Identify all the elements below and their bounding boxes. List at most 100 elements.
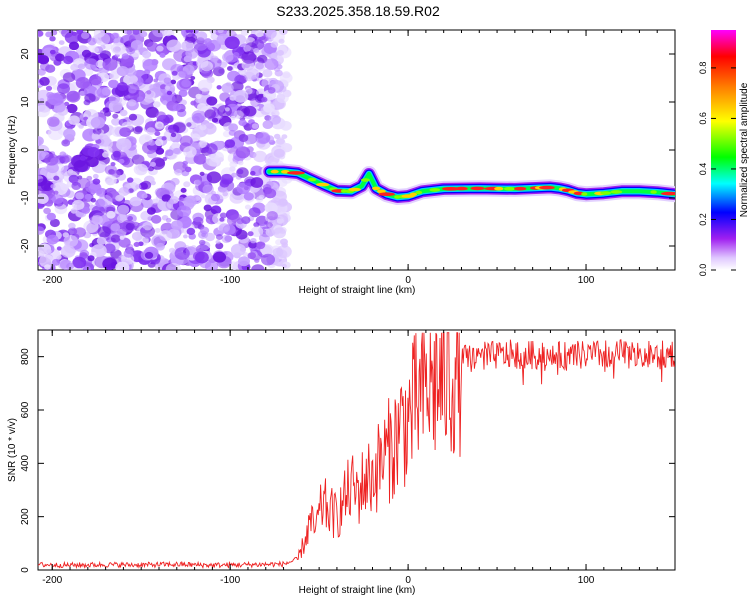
noise-blob — [215, 234, 223, 240]
noise-blob — [170, 79, 177, 85]
ridge-hotspot — [539, 185, 555, 190]
noise-blob — [171, 141, 180, 150]
noise-blob — [191, 30, 199, 34]
noise-blob — [270, 52, 278, 59]
noise-blob — [81, 32, 90, 39]
noise-blob — [239, 71, 246, 76]
noise-blob — [92, 127, 102, 135]
ridge-hotspot — [600, 191, 612, 195]
noise-blob — [59, 151, 67, 157]
noise-blob — [133, 242, 140, 247]
noise-blob — [119, 235, 125, 240]
noise-blob — [142, 50, 152, 59]
colorbar-tick-label: 0.4 — [698, 163, 708, 176]
noise-blob — [206, 171, 222, 184]
spectrogram-noise-field — [38, 30, 293, 270]
noise-blob — [244, 204, 251, 210]
noise-blob — [254, 258, 260, 263]
noise-blob — [228, 123, 239, 132]
noise-blob — [58, 40, 65, 45]
noise-blob — [267, 87, 276, 94]
ridge-hotspot — [415, 190, 423, 195]
snr-xtick-label: -200 — [42, 575, 62, 586]
noise-blob — [167, 228, 180, 239]
noise-blob — [53, 190, 59, 195]
noise-blob — [211, 117, 219, 123]
snr-ytick-label: 400 — [20, 455, 31, 472]
noise-blob — [266, 211, 278, 221]
noise-blob — [87, 37, 97, 46]
noise-blob — [174, 169, 183, 176]
noise-blob — [278, 38, 285, 44]
noise-blob — [84, 193, 93, 200]
noise-blob — [141, 193, 148, 199]
noise-blob — [253, 48, 260, 53]
noise-blob — [216, 85, 222, 90]
ridge-hotspot — [650, 190, 657, 194]
noise-blob — [232, 52, 240, 58]
noise-blob — [217, 105, 232, 118]
noise-blob — [38, 139, 42, 145]
noise-blob — [150, 180, 156, 186]
noise-blob — [128, 188, 134, 193]
noise-blob — [227, 66, 233, 71]
noise-blob — [128, 86, 137, 94]
ridge-hotspot — [316, 182, 330, 187]
noise-blob — [164, 85, 171, 91]
noise-blob — [171, 70, 178, 76]
snr-ytick-label: 200 — [20, 508, 31, 525]
noise-blob — [38, 226, 45, 235]
noise-blob — [210, 193, 221, 202]
ridge-hotspot — [287, 171, 305, 175]
noise-blob — [146, 127, 156, 135]
noise-blob — [145, 106, 159, 118]
noise-blob — [126, 177, 134, 183]
snr-ytick-label: 0 — [20, 567, 31, 573]
spectrogram-ridge — [261, 163, 675, 205]
noise-blob — [102, 151, 110, 158]
noise-blob — [233, 110, 244, 119]
noise-blob — [220, 173, 234, 185]
noise-blob — [111, 117, 121, 126]
colorbar: 0.0 0.2 0.4 0.6 0.8 Normalized spectral ampl… — [698, 30, 750, 276]
noise-blob — [75, 192, 84, 200]
colorbar-tick-label: 0.6 — [698, 112, 708, 125]
noise-blob — [266, 222, 274, 229]
noise-blob — [66, 262, 75, 270]
noise-blob — [255, 131, 271, 145]
noise-blob — [108, 73, 115, 79]
noise-blob — [117, 82, 128, 91]
noise-blob — [273, 227, 286, 239]
noise-blob — [274, 69, 283, 77]
noise-blob — [217, 30, 224, 34]
noise-blob — [91, 205, 106, 217]
noise-blob — [209, 30, 217, 35]
spectrogram-ytick-label: 20 — [20, 48, 31, 60]
snr-ticks: -200 -100 0 100 0 200 400 600 800 — [20, 330, 676, 586]
noise-blob — [38, 104, 50, 118]
noise-blob — [262, 120, 274, 129]
noise-blob — [201, 68, 214, 79]
noise-blob — [253, 150, 267, 163]
noise-blob — [256, 196, 264, 203]
snr-frame — [37, 329, 676, 571]
colorbar-tick-label: 0.2 — [698, 213, 708, 226]
noise-blob — [261, 253, 275, 266]
noise-blob — [247, 231, 254, 237]
ridge-hotspot — [270, 169, 279, 174]
snr-line — [38, 332, 675, 570]
snr-ytick-label: 600 — [20, 401, 31, 418]
noise-blob — [248, 207, 261, 218]
noise-blob — [152, 30, 168, 38]
noise-blob — [183, 181, 191, 188]
noise-blob — [153, 78, 159, 83]
noise-blob — [43, 207, 51, 215]
noise-blob — [87, 255, 95, 262]
noise-blob — [96, 86, 111, 99]
ridge-hotspot — [610, 190, 623, 194]
noise-blob — [57, 83, 70, 94]
noise-blob — [131, 30, 142, 36]
noise-blob — [75, 77, 90, 89]
noise-blob — [234, 74, 246, 85]
